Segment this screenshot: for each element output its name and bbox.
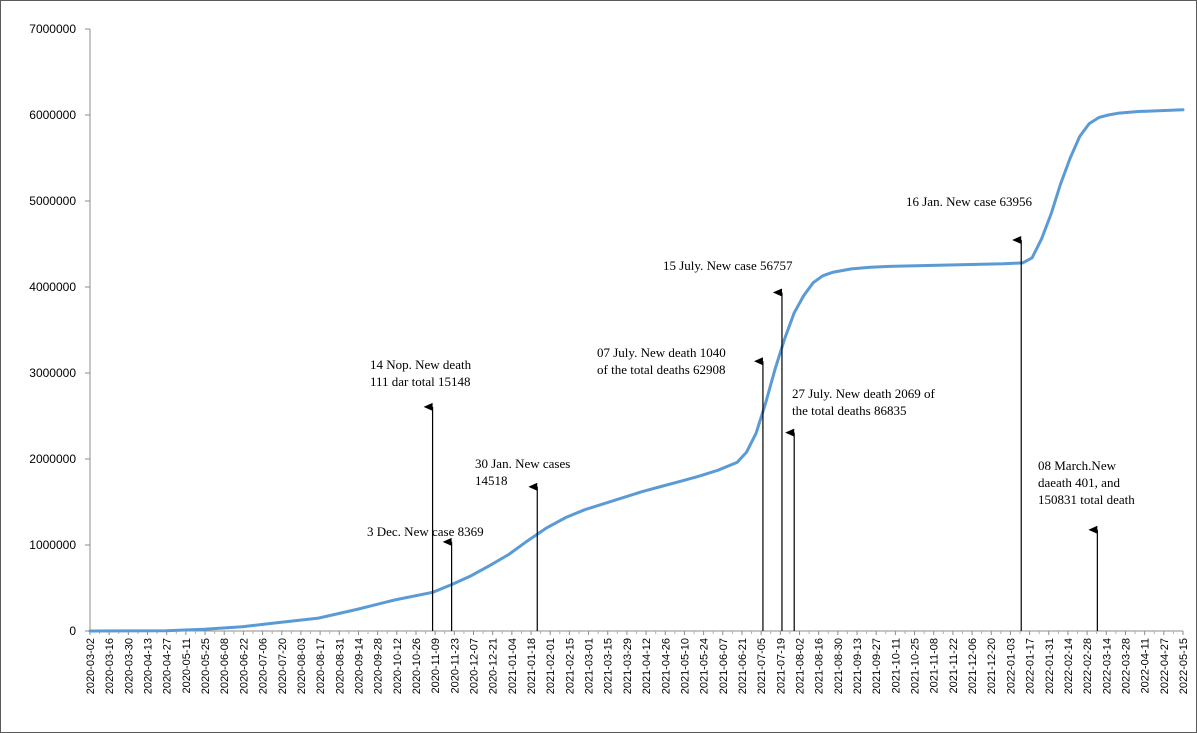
x-tick-label: 2021-05-24 bbox=[699, 638, 711, 694]
x-tick-label: 2022-01-17 bbox=[1025, 638, 1037, 694]
x-tick-label: 2020-09-28 bbox=[373, 638, 385, 694]
y-tick-label: 4000000 bbox=[29, 280, 76, 294]
y-tick-label: 0 bbox=[69, 624, 76, 638]
annotation-label: 27 July. New death 2069 of the total deat… bbox=[792, 386, 936, 418]
x-tick-label: 2020-03-02 bbox=[85, 638, 97, 694]
x-tick-label: 2021-03-29 bbox=[622, 638, 634, 694]
x-tick-label: 2020-04-13 bbox=[143, 638, 155, 694]
x-tick-label: 2022-04-11 bbox=[1140, 638, 1152, 693]
x-tick-label: 2022-04-27 bbox=[1159, 638, 1171, 694]
x-tick-label: 2020-05-25 bbox=[200, 638, 212, 694]
x-tick-label: 2021-06-07 bbox=[718, 638, 730, 694]
x-tick-label: 2021-02-01 bbox=[545, 638, 557, 694]
x-tick-label: 2022-02-14 bbox=[1063, 638, 1075, 694]
x-tick-label: 2020-08-31 bbox=[334, 638, 346, 694]
annotation-label: 16 Jan. New case 63956 bbox=[906, 194, 1032, 209]
y-axis: 0 1000000 2000000 3000000 4000000 5000000 6000… bbox=[29, 22, 91, 638]
y-tick-label: 7000000 bbox=[29, 22, 76, 36]
x-tick-label: 2022-02-28 bbox=[1082, 638, 1094, 694]
x-tick-label: 2021-05-10 bbox=[679, 638, 691, 694]
x-tick-label: 2021-11-22 bbox=[948, 638, 960, 693]
annotation-label: 07 July. New death 1040 of the total deat… bbox=[597, 345, 726, 377]
x-tick-label: 2020-10-26 bbox=[411, 638, 423, 694]
x-tick-label: 2022-01-03 bbox=[1005, 638, 1017, 694]
x-tick-label: 2021-12-06 bbox=[967, 638, 979, 694]
x-tick-label: 2021-01-18 bbox=[526, 638, 538, 694]
y-tick-label: 1000000 bbox=[29, 538, 76, 552]
x-tick-label: 2020-05-11 bbox=[181, 638, 193, 693]
annotation-label: 3 Dec. New case 8369 bbox=[367, 524, 484, 539]
x-tick-label: 2021-09-27 bbox=[871, 638, 883, 694]
x-tick-label: 2021-08-30 bbox=[833, 638, 845, 694]
x-tick-label: 2021-08-02 bbox=[794, 638, 806, 694]
y-tick-label: 5000000 bbox=[29, 194, 76, 208]
x-tick-label: 2021-08-16 bbox=[814, 638, 826, 694]
x-axis: 2020-03-02 2020-03-16 2020-03-30 2020-04-13… bbox=[85, 630, 1190, 694]
x-tick-label: 2020-08-03 bbox=[296, 638, 308, 694]
x-tick-label: 2022-01-31 bbox=[1044, 638, 1056, 694]
x-tick-label: 2021-09-13 bbox=[852, 638, 864, 694]
x-tick-label: 2020-10-12 bbox=[392, 638, 404, 694]
annotation-label: 14 Nop. New death 111 dar total 15148 bbox=[370, 357, 472, 389]
x-tick-label: 2020-06-22 bbox=[238, 638, 250, 694]
x-tick-label: 2020-03-30 bbox=[123, 638, 135, 694]
x-tick-label: 2020-06-08 bbox=[219, 638, 231, 694]
x-tick-label: 2020-07-20 bbox=[277, 638, 289, 694]
annotation-label: 08 March.New daeath 401, and 150831 total … bbox=[1038, 458, 1135, 507]
x-tick-label: 2021-03-01 bbox=[584, 638, 596, 694]
x-tick-label: 2020-09-14 bbox=[353, 638, 365, 694]
y-tick-label: 6000000 bbox=[29, 108, 76, 122]
x-tick-label: 2021-04-26 bbox=[660, 638, 672, 694]
x-tick-label: 2021-11-08 bbox=[929, 638, 941, 693]
x-tick-label: 2020-03-16 bbox=[104, 638, 116, 694]
x-tick-label: 2020-12-21 bbox=[488, 638, 500, 694]
x-tick-label: 2020-12-07 bbox=[469, 638, 481, 694]
x-tick-label: 2021-12-20 bbox=[986, 638, 998, 694]
x-tick-label: 2020-07-06 bbox=[258, 638, 270, 694]
x-tick-label: 2020-11-23 bbox=[449, 638, 461, 693]
x-tick-label: 2021-04-12 bbox=[641, 638, 653, 694]
x-tick-label: 2022-03-14 bbox=[1101, 638, 1113, 694]
x-tick-label: 2021-07-05 bbox=[756, 638, 768, 694]
y-tick-label: 2000000 bbox=[29, 452, 76, 466]
x-tick-label: 2020-04-27 bbox=[162, 638, 174, 694]
annotations: 14 Nop. New death 111 dar total 15148 3 De… bbox=[367, 194, 1135, 631]
x-tick-label: 2021-01-04 bbox=[507, 638, 519, 694]
annotation-label: 30 Jan. New cases 14518 bbox=[475, 456, 570, 488]
x-tick-label: 2021-06-21 bbox=[737, 638, 749, 694]
x-tick-label: 2020-08-17 bbox=[315, 638, 327, 694]
x-tick-label: 2021-10-25 bbox=[910, 638, 922, 694]
x-tick-label: 2021-03-15 bbox=[603, 638, 615, 694]
x-tick-label: 2022-03-28 bbox=[1120, 638, 1132, 694]
x-tick-label: 2021-10-11 bbox=[890, 638, 902, 693]
x-tick-label: 2022-05-15 bbox=[1178, 638, 1190, 694]
x-tick-label: 2021-02-15 bbox=[564, 638, 576, 694]
x-tick-label: 2021-07-19 bbox=[775, 638, 787, 694]
annotation-label: 15 July. New case 56757 bbox=[663, 258, 793, 273]
x-tick-label: 2020-11-09 bbox=[430, 638, 442, 693]
y-tick-label: 3000000 bbox=[29, 366, 76, 380]
